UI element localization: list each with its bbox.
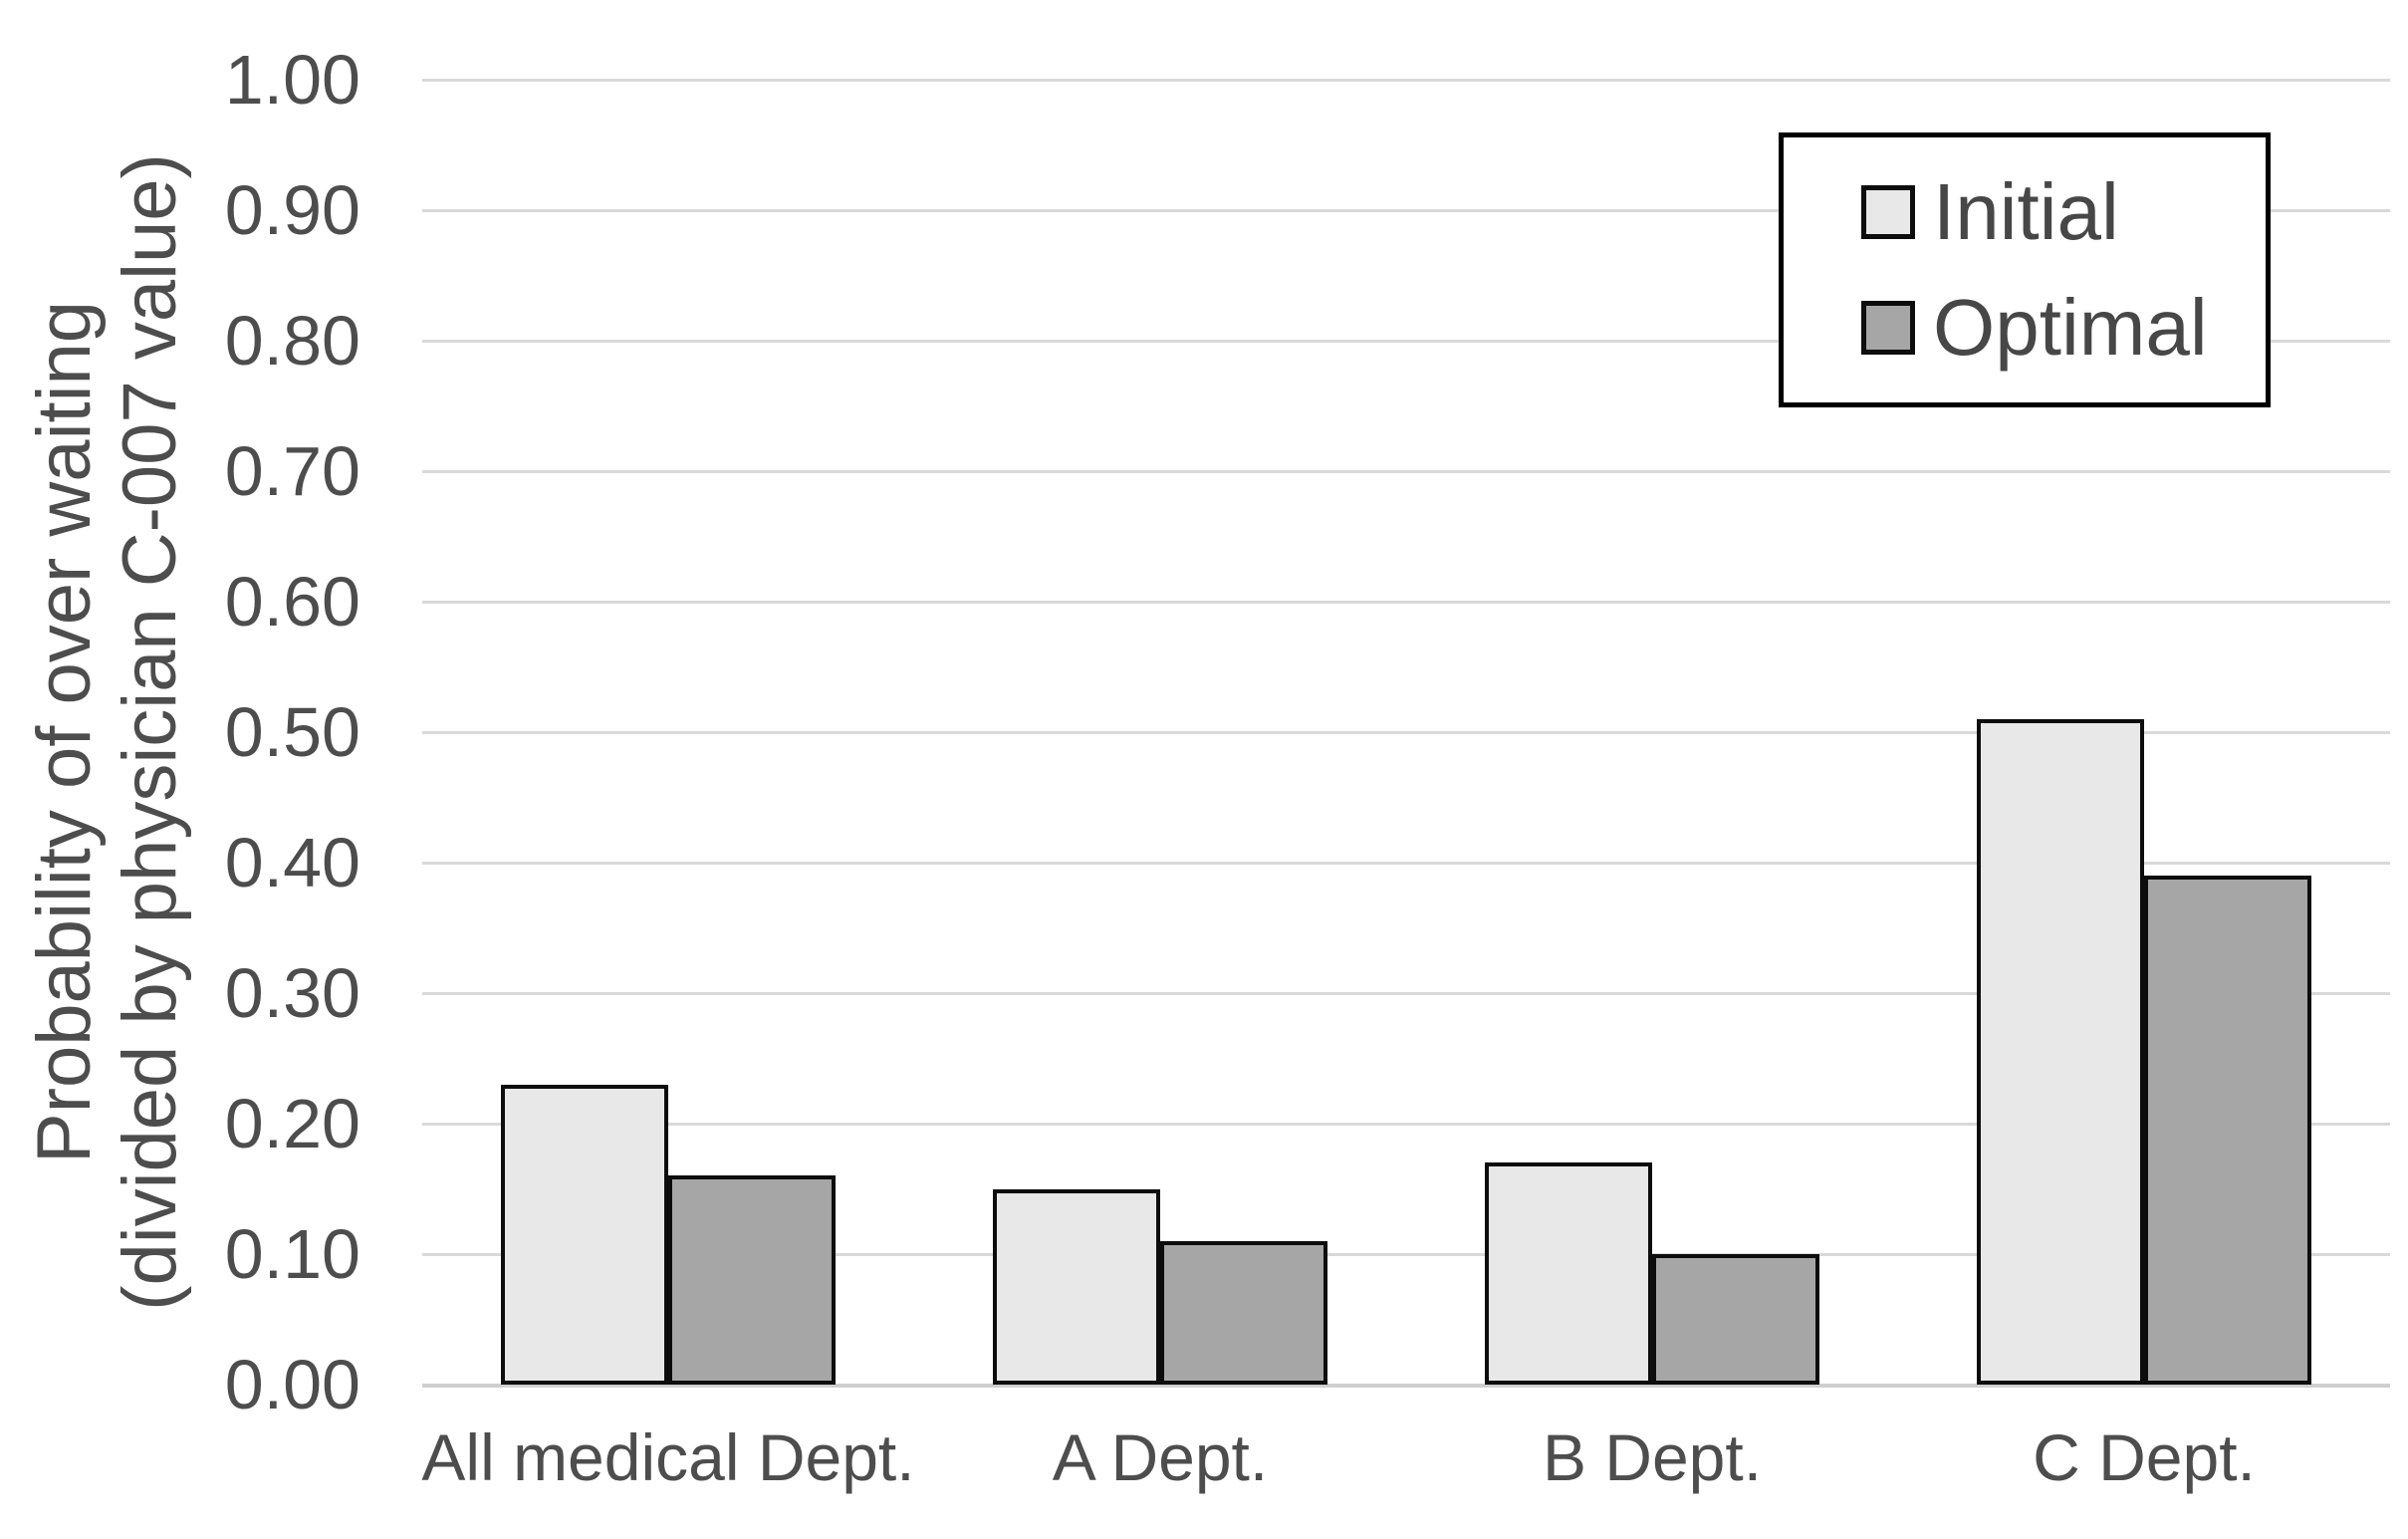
legend: Initial Optimal (1779, 132, 2271, 407)
gridline-0.00 (422, 1384, 2390, 1388)
gridline-0.30 (422, 992, 2390, 995)
gridline-0.10 (422, 1253, 2390, 1256)
y-tick-label-0.50: 0.50 (224, 693, 361, 771)
gridline-0.40 (422, 862, 2390, 865)
gridline-0.90 (422, 209, 2390, 212)
y-tick-label-0.90: 0.90 (224, 171, 361, 249)
legend-swatch-optimal (1861, 300, 1915, 355)
gridline-0.70 (422, 470, 2390, 473)
legend-swatch-initial (1861, 185, 1915, 240)
legend-label-optimal: Optimal (1933, 282, 2208, 372)
y-tick-label-0.70: 0.70 (224, 432, 361, 510)
gridline-0.80 (422, 340, 2390, 343)
plot-area (422, 79, 2390, 1388)
legend-item-optimal: Optimal (1861, 282, 2266, 372)
y-tick-label-0.10: 0.10 (224, 1215, 361, 1293)
bar-optimal-all-medical-dept (668, 1175, 836, 1385)
bar-initial-b-dept (1485, 1162, 1652, 1385)
bar-initial-a-dept (993, 1188, 1160, 1385)
y-tick-label-1.00: 1.00 (224, 41, 361, 119)
y-tick-label-0.00: 0.00 (224, 1346, 361, 1423)
x-label-all-medical-dept: All medical Dept. (421, 1420, 915, 1494)
y-tick-label-0.60: 0.60 (224, 563, 361, 641)
bar-optimal-b-dept (1652, 1254, 1819, 1385)
bar-initial-c-dept (1977, 718, 2144, 1385)
x-label-c-dept: C Dept. (2033, 1420, 2256, 1494)
y-tick-label-0.30: 0.30 (224, 954, 361, 1032)
bar-initial-all-medical-dept (501, 1084, 668, 1385)
y-tick-label-0.40: 0.40 (224, 824, 361, 901)
y-tick-label-0.20: 0.20 (224, 1085, 361, 1162)
x-label-a-dept: A Dept. (1052, 1420, 1269, 1494)
gridline-0.60 (422, 601, 2390, 604)
legend-label-initial: Initial (1933, 167, 2119, 257)
legend-item-initial: Initial (1861, 172, 2266, 252)
x-label-b-dept: B Dept. (1542, 1420, 1763, 1494)
y-tick-label-0.80: 0.80 (224, 302, 361, 380)
bar-optimal-a-dept (1160, 1240, 1327, 1385)
bar-optimal-c-dept (2144, 876, 2311, 1385)
gridline-1.00 (422, 79, 2390, 82)
gridline-0.20 (422, 1123, 2390, 1126)
gridline-0.50 (422, 731, 2390, 734)
